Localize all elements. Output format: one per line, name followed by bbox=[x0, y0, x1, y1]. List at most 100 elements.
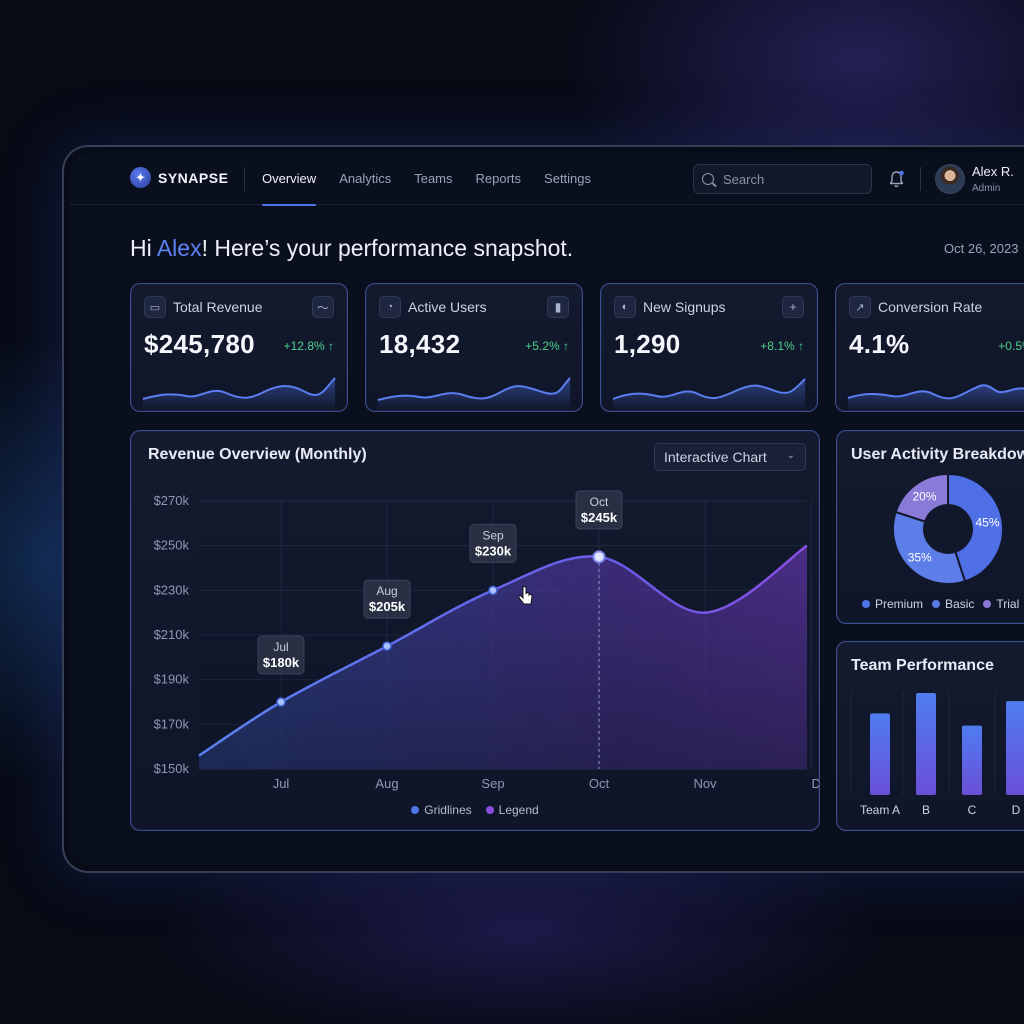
donut-chart[interactable]: 45% 35% 20% bbox=[837, 431, 1024, 624]
search-box[interactable] bbox=[693, 164, 872, 194]
data-point bbox=[488, 585, 498, 596]
kpi-delta: +12.8% ↑ bbox=[283, 339, 334, 353]
chevron-down-icon: ⌄ bbox=[786, 450, 795, 461]
card-title: User Activity Breakdown bbox=[851, 446, 1024, 463]
tab-analytics[interactable]: Analytics bbox=[339, 171, 392, 186]
tab-teams[interactable]: Teams bbox=[414, 171, 453, 186]
y-tick-label: $230k bbox=[154, 582, 190, 597]
pie-legend: Premium Basic Trial bbox=[862, 597, 1019, 611]
hand-cursor-icon bbox=[518, 586, 533, 605]
tooltip-value: $230k bbox=[475, 543, 512, 558]
bar-chart[interactable]: Team A B C D bbox=[837, 642, 1024, 831]
kpi-title: New Signups bbox=[643, 299, 726, 315]
dropdown-value: Interactive Chart bbox=[664, 449, 767, 465]
legend-label: Gridlines bbox=[424, 803, 472, 817]
data-point bbox=[276, 697, 286, 707]
tooltip-month: Jul bbox=[273, 640, 288, 654]
legend-swatch bbox=[411, 806, 420, 814]
kpi-title: Active Users bbox=[408, 299, 487, 315]
bar bbox=[916, 693, 936, 795]
tab-overview[interactable]: Overview bbox=[262, 153, 317, 206]
plus-icon[interactable]: + bbox=[782, 296, 804, 318]
chart-type-dropdown[interactable]: Interactive Chart ⌄ bbox=[654, 443, 806, 471]
pie-slice bbox=[892, 510, 967, 585]
chart-title: Revenue Overview (Monthly) bbox=[148, 446, 367, 463]
x-tick-label: Team A bbox=[860, 803, 900, 817]
tooltip-value: $205k bbox=[369, 599, 406, 614]
legend-swatch bbox=[983, 600, 992, 608]
pie-slice bbox=[947, 472, 1004, 583]
search-input[interactable] bbox=[723, 171, 863, 187]
user-plus-icon: ◐ bbox=[614, 296, 636, 318]
legend-swatch bbox=[862, 600, 870, 608]
y-tick-label: $270k bbox=[154, 493, 190, 508]
x-tick-label: Sep bbox=[481, 776, 504, 791]
slice-label: 45% bbox=[975, 516, 999, 530]
wallet-icon: ▭ bbox=[144, 296, 166, 318]
avatar[interactable] bbox=[935, 164, 965, 194]
kpi-value: 4.1% bbox=[849, 329, 910, 359]
brand-name: SYNAPSE bbox=[158, 169, 229, 186]
team-performance-card: Team A B C D Team Performance bbox=[836, 641, 1024, 831]
trend-line-icon[interactable]: 〜 bbox=[312, 296, 334, 318]
page-title: Hi Alex! Here’s your performance snapsho… bbox=[130, 235, 573, 262]
chart-legend: Gridlines Legend bbox=[131, 803, 819, 817]
sparkline bbox=[142, 377, 336, 411]
x-tick-label: B bbox=[922, 803, 930, 817]
bar bbox=[870, 713, 890, 795]
data-point bbox=[382, 641, 392, 651]
external-link-icon: ↗ bbox=[849, 296, 871, 318]
y-tick-label: $250k bbox=[154, 538, 190, 553]
legend-item[interactable]: Basic bbox=[932, 597, 974, 611]
revenue-chart[interactable]: $270k $250k $230k $210k $190k $170k $150k Jul Au… bbox=[131, 431, 820, 831]
tooltip bbox=[469, 523, 517, 563]
revenue-overview-card: $270k $250k $230k $210k $190k $170k $150k Jul Au… bbox=[130, 430, 820, 831]
greeting-prefix: Hi bbox=[130, 235, 157, 261]
legend-swatch bbox=[485, 806, 494, 814]
dashboard-screen: ✦ SYNAPSE Overview Analytics Teams Repor… bbox=[70, 153, 1024, 865]
kpi-value: $245,780 bbox=[144, 329, 255, 359]
y-tick-label: $190k bbox=[154, 672, 190, 687]
bar bbox=[962, 725, 982, 795]
kpi-card-total-revenue[interactable]: ▭ Total Revenue 〜 $245,780 +12.8% ↑ bbox=[130, 283, 348, 412]
tooltip bbox=[575, 490, 623, 530]
user-name[interactable]: Alex R. bbox=[972, 164, 1014, 179]
kpi-card-active-users[interactable]: ◔ Active Users ▮ 18,432 +5.2% ↑ bbox=[365, 283, 583, 412]
legend-item[interactable]: Trial bbox=[983, 597, 1019, 611]
tooltip bbox=[363, 579, 411, 619]
y-tick-label: $150k bbox=[154, 761, 190, 776]
kpi-value: 18,432 bbox=[379, 329, 461, 359]
bar-chart-icon[interactable]: ▮ bbox=[547, 296, 569, 318]
y-tick-label: $210k bbox=[154, 627, 190, 642]
x-tick-label: Dec bbox=[811, 776, 820, 791]
legend-item[interactable]: Legend bbox=[485, 803, 539, 817]
brand-logo[interactable]: ✦ SYNAPSE bbox=[130, 167, 228, 188]
pie-slice bbox=[894, 472, 949, 523]
main-nav: Overview Analytics Teams Reports Setting… bbox=[262, 153, 614, 206]
tooltip-value: $180k bbox=[263, 655, 300, 670]
y-tick-label: $170k bbox=[154, 716, 190, 731]
kpi-card-new-signups[interactable]: ◐ New Signups + 1,290 +8.1% ↑ bbox=[600, 283, 818, 412]
notification-dot bbox=[899, 170, 904, 176]
bell-icon[interactable] bbox=[888, 170, 905, 189]
x-tick-label: Oct bbox=[589, 776, 610, 791]
kpi-card-conversion-rate[interactable]: ↗ Conversion Rate + 4.1% +0.5% ↑ bbox=[835, 283, 1024, 412]
card-title: Team Performance bbox=[851, 657, 994, 674]
search-icon bbox=[702, 173, 714, 185]
tab-reports[interactable]: Reports bbox=[475, 171, 522, 186]
kpi-delta: +5.2% ↑ bbox=[525, 339, 569, 353]
device-frame: ✦ SYNAPSE Overview Analytics Teams Repor… bbox=[62, 145, 1024, 873]
legend-label: Legend bbox=[498, 803, 539, 817]
tooltip-value: $245k bbox=[581, 510, 618, 525]
legend-item[interactable]: Gridlines bbox=[411, 803, 472, 817]
legend-item[interactable]: Premium bbox=[862, 597, 923, 611]
tooltip bbox=[257, 635, 305, 675]
bar bbox=[1006, 701, 1024, 795]
tab-settings[interactable]: Settings bbox=[544, 171, 592, 186]
data-point bbox=[592, 550, 606, 564]
kpi-title: Conversion Rate bbox=[878, 299, 983, 315]
legend-swatch bbox=[932, 600, 941, 608]
tooltip-month: Aug bbox=[376, 584, 397, 598]
x-tick-label: Aug bbox=[375, 776, 398, 791]
sparkline bbox=[377, 377, 571, 411]
